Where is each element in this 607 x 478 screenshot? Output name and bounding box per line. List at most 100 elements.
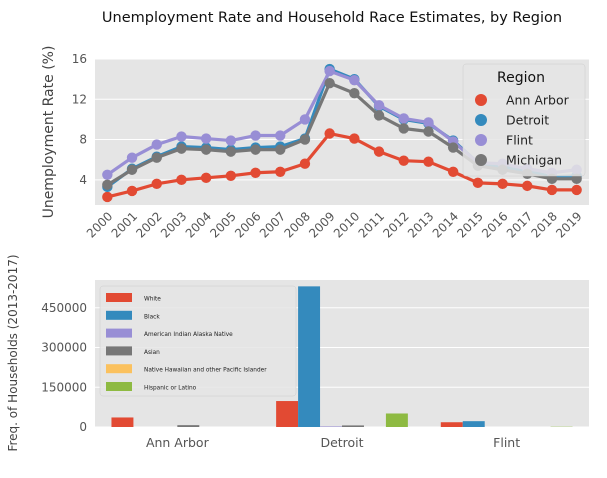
line-chart-legend-box (462, 63, 586, 177)
line-chart-y-tick-label: 16 (72, 52, 87, 66)
line-legend-label: Ann Arbor (506, 93, 570, 108)
line-chart-x-tick-label: 2005 (207, 209, 238, 240)
line-data-point (349, 133, 360, 144)
line-data-point (225, 170, 237, 181)
line-data-point (102, 191, 113, 203)
line-legend-marker (475, 154, 487, 166)
bar-chart-x-tick-label: Flint (493, 435, 520, 450)
line-chart-y-ticks: 4 8 12 16 (72, 52, 87, 187)
bar-legend-swatch (106, 364, 132, 374)
line-chart-x-tick-label: 2001 (109, 209, 140, 240)
line-chart-x-tick-label: 2007 (257, 209, 288, 240)
bar-legend-swatch (106, 310, 132, 320)
line-data-point (324, 65, 335, 77)
bar-white-ann-arbor (111, 417, 134, 427)
line-series-ann-arbor (102, 128, 582, 203)
bar-chart-x-tick-label: Ann Arbor (146, 435, 210, 450)
bar-chart-y-tick-label: 0 (79, 420, 87, 434)
line-data-point (250, 144, 261, 155)
line-data-point (200, 144, 212, 155)
line-data-point (176, 131, 187, 142)
line-chart-x-tick-label: 2014 (430, 209, 461, 240)
line-data-point (151, 178, 162, 190)
line-chart-y-tick-label: 4 (79, 173, 87, 187)
line-chart-legend-title: Region (497, 70, 545, 86)
line-data-point (102, 179, 113, 191)
line-chart-x-tick-label: 2008 (282, 209, 313, 240)
bar-legend-swatch (106, 382, 132, 391)
line-data-point (447, 166, 459, 177)
bar-chart-y-ticks: 0 150000 300000 450000 (41, 301, 87, 434)
bar-legend-swatch (106, 346, 132, 356)
line-data-point (225, 135, 237, 146)
line-data-point (299, 134, 311, 145)
bar-legend-label: White (144, 297, 161, 303)
line-data-point (472, 177, 484, 189)
bar-legend-label: Native Hawaiian and other Pacific Island… (144, 368, 267, 374)
bar-american-indian-alaska-native-detroit (320, 426, 342, 427)
figure-title: Unemployment Rate and Household Race Est… (102, 10, 562, 26)
line-legend-marker (475, 94, 487, 106)
line-data-point (373, 110, 385, 121)
line-data-point (571, 184, 582, 196)
bar-legend-label: Hispanic or Latino (144, 386, 197, 392)
line-chart-x-tick-label: 2015 (454, 209, 485, 240)
line-legend-marker (475, 114, 487, 126)
line-legend-label: Michigan (506, 153, 562, 168)
bar-chart-legend: White Black American Indian Alaska Native A… (99, 285, 297, 397)
bar-chart-y-axis-label: Freq. of Households (2013-2017) (6, 254, 20, 451)
line-chart-x-tick-label: 2019 (553, 209, 584, 240)
line-chart-x-tick-label: 2013 (405, 209, 436, 240)
line-data-point (423, 126, 434, 137)
line-data-point (373, 146, 385, 157)
line-data-point (299, 158, 311, 169)
line-data-point (275, 166, 286, 177)
line-data-point (522, 180, 533, 192)
line-data-point (126, 152, 138, 163)
bar-black-flint (462, 421, 485, 427)
line-data-point (275, 130, 286, 141)
line-legend-label: Flint (506, 133, 533, 148)
line-data-point (176, 174, 187, 186)
line-chart-x-tick-label: 2009 (306, 209, 337, 240)
bar-chart-y-tick-label: 450000 (41, 301, 87, 315)
line-data-point (373, 100, 385, 111)
line-chart-y-tick-label: 8 (79, 133, 87, 147)
bar-chart-y-tick-label: 300000 (41, 341, 87, 355)
line-data-point (200, 133, 212, 144)
bar-white-flint (440, 422, 463, 427)
line-chart-x-tick-label: 2003 (158, 209, 189, 240)
line-data-point (398, 113, 409, 124)
line-data-point (324, 128, 335, 139)
line-data-point (324, 77, 335, 89)
bar-legend-label: Black (144, 314, 160, 320)
line-data-point (423, 117, 434, 128)
line-chart-x-tick-label: 2017 (504, 209, 535, 240)
line-chart-x-tick-label: 2012 (380, 209, 411, 240)
line-chart-x-tick-label: 2000 (84, 209, 115, 240)
line-data-point (126, 185, 138, 197)
line-data-point (349, 74, 360, 86)
bar-asian-ann-arbor (177, 425, 200, 427)
bar-chart-y-tick-label: 150000 (41, 380, 87, 394)
bar-asian-detroit (342, 425, 364, 427)
line-legend-marker (475, 134, 487, 146)
bar-hispanic-or-latino-detroit (385, 413, 408, 427)
bar-legend-label: American Indian Alaska Native (144, 332, 233, 338)
bar-chart: 0 150000 300000 450000 Ann Arbor Detroit Flin… (6, 254, 589, 452)
bar-black-detroit (298, 286, 321, 427)
line-data-point (398, 123, 409, 134)
line-data-point (349, 88, 360, 99)
line-data-point (200, 172, 212, 184)
line-data-point (151, 152, 162, 163)
line-chart-x-tick-label: 2010 (331, 209, 362, 240)
line-data-point (398, 155, 409, 166)
line-chart-x-tick-label: 2004 (183, 209, 214, 240)
line-data-point (126, 164, 138, 175)
bar-legend-swatch (106, 293, 132, 302)
line-data-point (447, 142, 459, 153)
bar-legend-swatch (106, 328, 132, 338)
line-chart-x-tick-label: 2002 (133, 209, 164, 240)
bar-white-detroit (276, 401, 299, 427)
